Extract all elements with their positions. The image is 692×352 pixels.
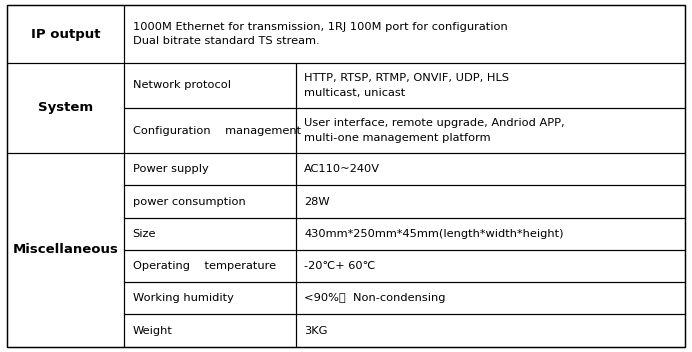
Text: 1000M Ethernet for transmission, 1RJ 100M port for configuration
Dual bitrate st: 1000M Ethernet for transmission, 1RJ 100…	[133, 21, 507, 46]
Bar	[295, 186, 685, 218]
Bar	[295, 218, 685, 250]
Text: Miscellaneous: Miscellaneous	[12, 244, 118, 257]
Bar	[295, 314, 685, 347]
Bar	[125, 250, 295, 282]
Text: Operating    temperature: Operating temperature	[133, 261, 275, 271]
Bar	[125, 63, 295, 108]
Bar	[125, 218, 295, 250]
Bar	[125, 153, 295, 186]
Text: System: System	[38, 101, 93, 114]
Bar	[125, 108, 295, 153]
Text: Network protocol: Network protocol	[133, 80, 230, 90]
Bar	[125, 186, 295, 218]
Bar	[7, 5, 125, 63]
Text: Configuration    management: Configuration management	[133, 126, 300, 136]
Bar	[7, 63, 125, 153]
Text: Weight: Weight	[133, 326, 172, 335]
Bar	[295, 250, 685, 282]
Text: Power supply: Power supply	[133, 164, 208, 174]
Text: -20℃+ 60℃: -20℃+ 60℃	[304, 261, 376, 271]
Text: <90%，  Non-condensing: <90%， Non-condensing	[304, 293, 446, 303]
Text: User interface, remote upgrade, Andriod APP,
multi-one management platform: User interface, remote upgrade, Andriod …	[304, 118, 565, 143]
Text: HTTP, RTSP, RTMP, ONVIF, UDP, HLS
multicast, unicast: HTTP, RTSP, RTMP, ONVIF, UDP, HLS multic…	[304, 73, 509, 98]
Bar	[295, 63, 685, 108]
Bar	[125, 314, 295, 347]
Text: 430mm*250mm*45mm(length*width*height): 430mm*250mm*45mm(length*width*height)	[304, 229, 563, 239]
Text: 3KG: 3KG	[304, 326, 327, 335]
Text: power consumption: power consumption	[133, 196, 245, 207]
Bar	[295, 282, 685, 314]
Text: Working humidity: Working humidity	[133, 293, 233, 303]
Bar	[125, 282, 295, 314]
Text: IP output: IP output	[31, 27, 100, 40]
Text: Size: Size	[133, 229, 156, 239]
Text: 28W: 28W	[304, 196, 330, 207]
Bar	[295, 153, 685, 186]
Bar	[295, 108, 685, 153]
Bar	[7, 153, 125, 347]
Text: AC110~240V: AC110~240V	[304, 164, 380, 174]
Bar	[125, 5, 685, 63]
